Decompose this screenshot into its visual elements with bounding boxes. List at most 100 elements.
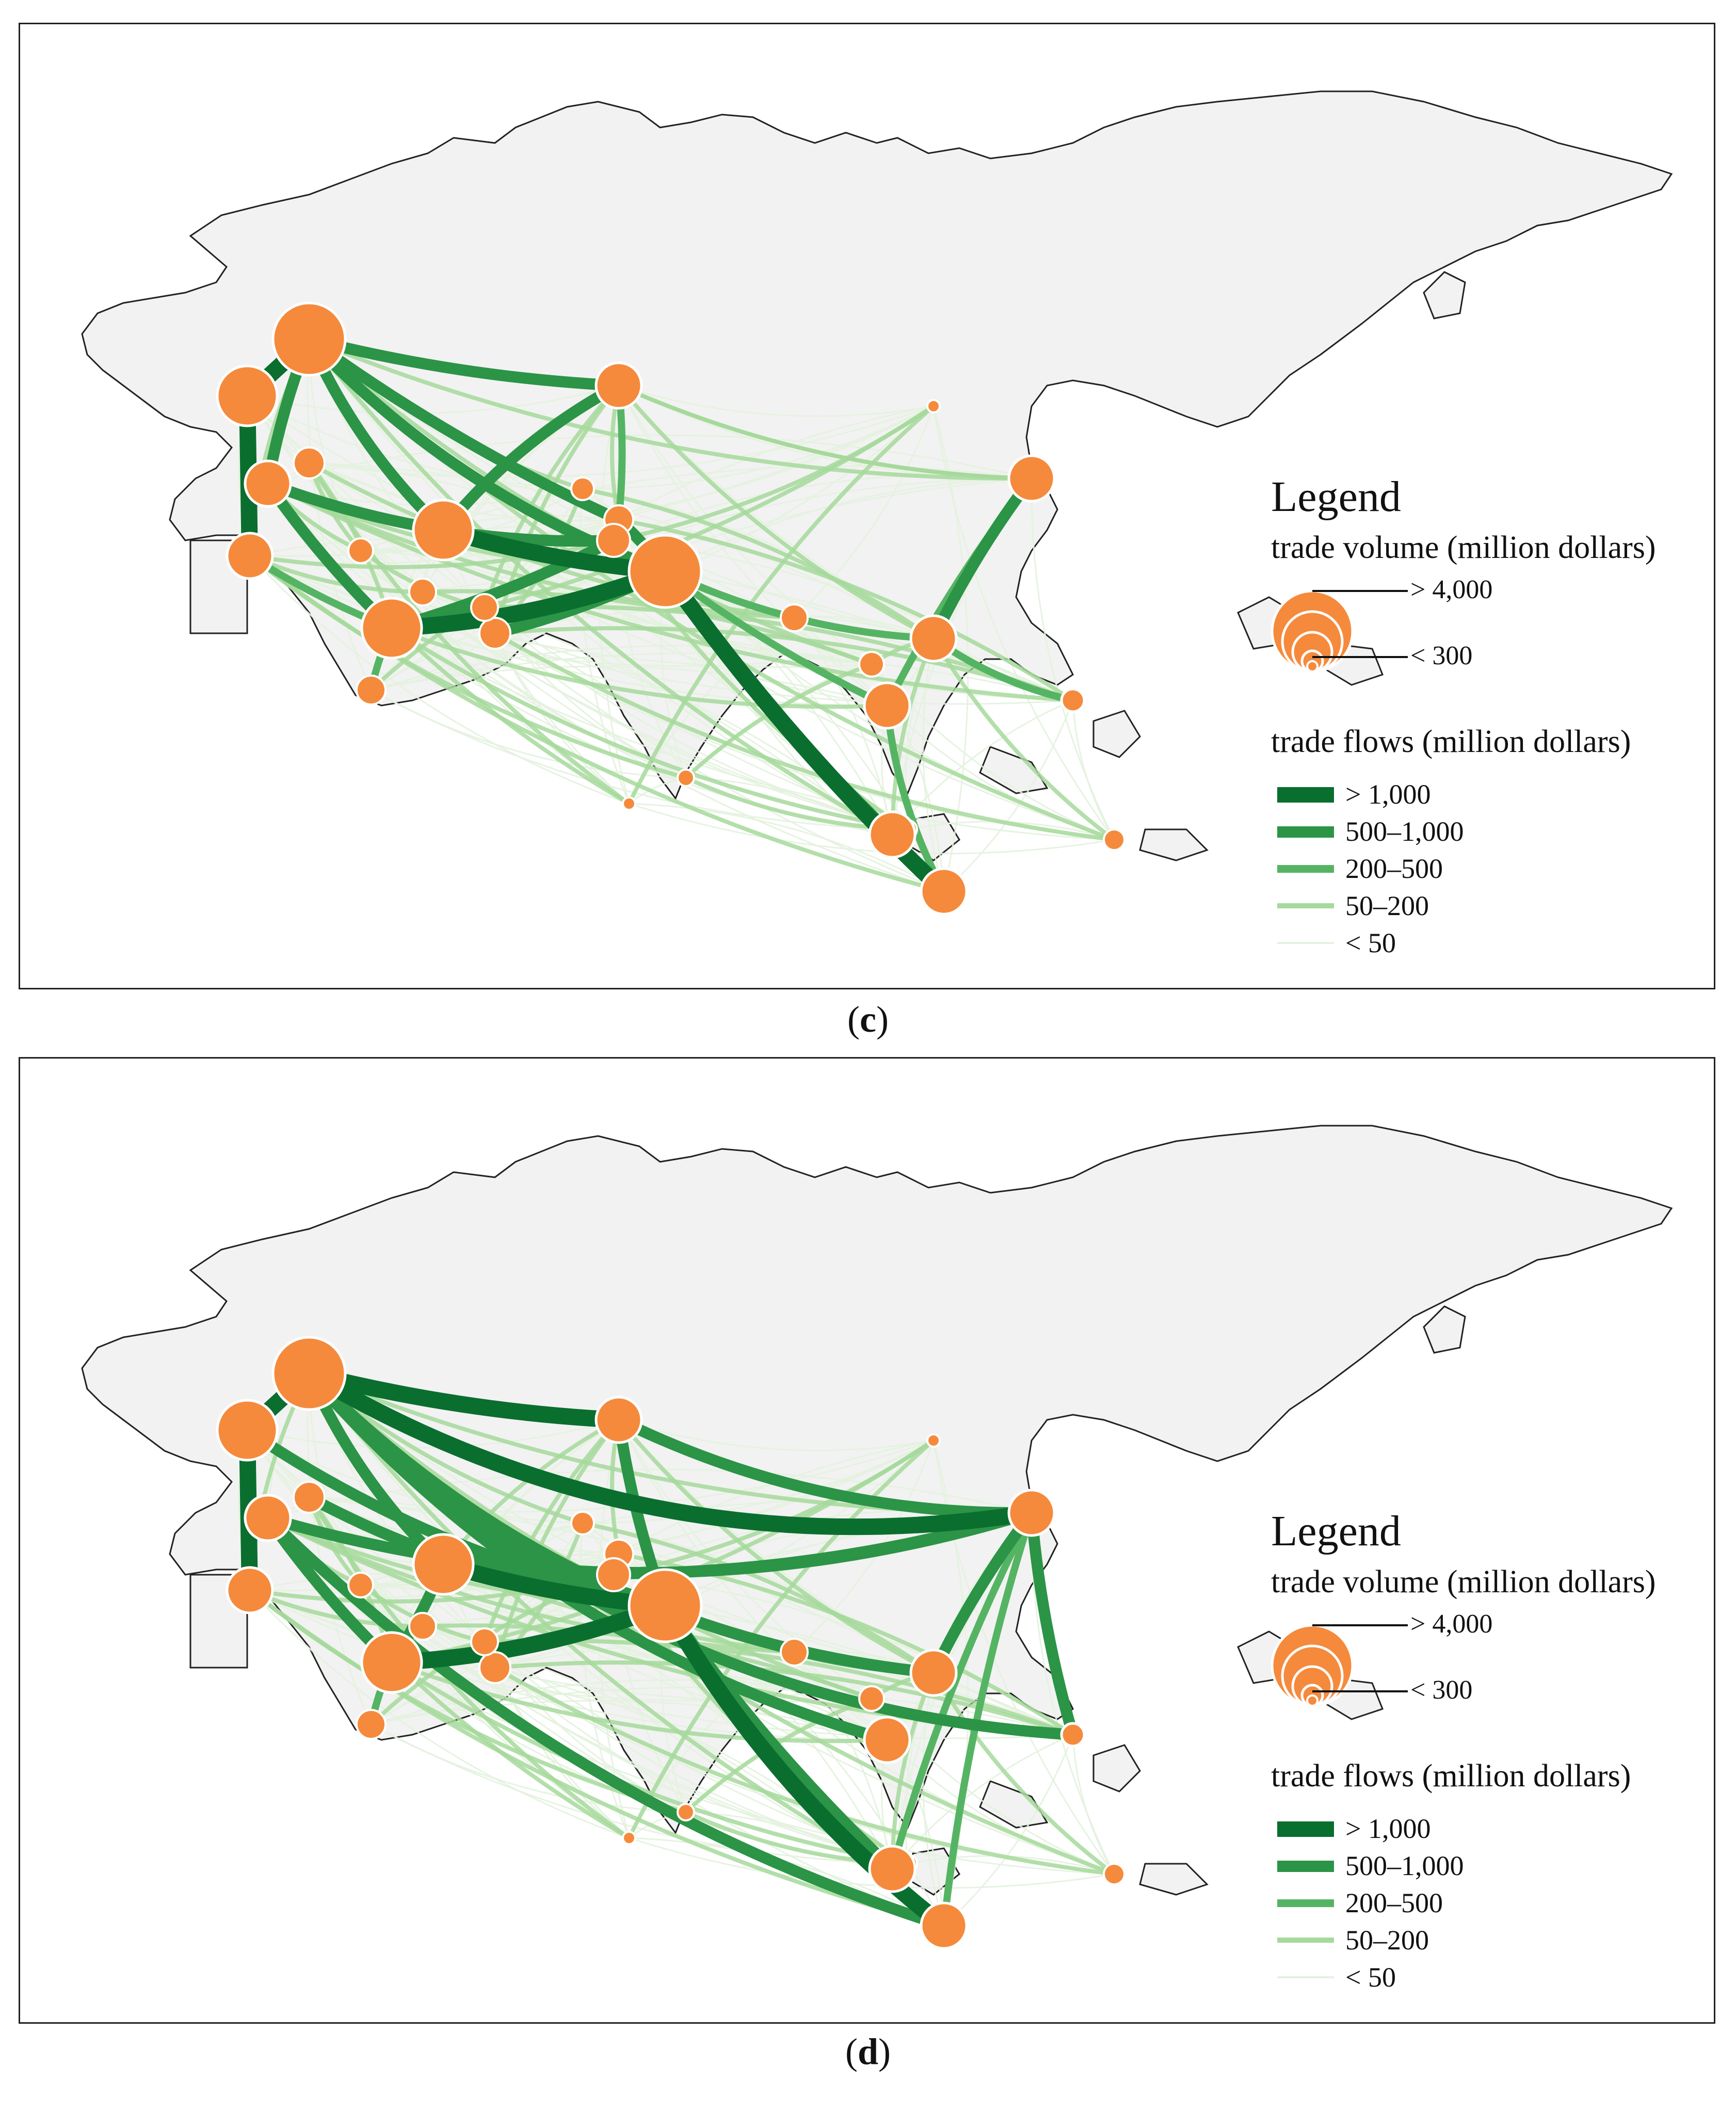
trade-flow-line — [931, 637, 1116, 842]
nested-circles-icon — [1271, 1624, 1408, 1707]
trade-flow-line — [629, 803, 1115, 855]
country-node — [293, 1481, 326, 1514]
country-node — [909, 614, 958, 663]
country-node — [868, 1845, 917, 1893]
trade-flow-line — [665, 477, 1032, 572]
trade-flow-line — [308, 337, 1032, 481]
flow-swatch — [1277, 826, 1334, 838]
country-node — [926, 399, 941, 413]
trade-flow-line — [582, 488, 893, 835]
country-node — [863, 681, 911, 730]
trade-flow-line — [267, 1516, 795, 1654]
trade-network-map — [81, 90, 1673, 916]
trade-flow-line — [307, 339, 372, 691]
country-node — [594, 1396, 643, 1444]
country-node — [622, 1831, 636, 1845]
trade-flow-line — [483, 1418, 620, 1643]
trade-flow-line — [1072, 700, 1115, 840]
flow-class-3: 200–500 — [1271, 850, 1581, 887]
trade-flow-line — [618, 385, 888, 707]
trade-flow-line — [383, 1597, 673, 1671]
country-node — [226, 1566, 274, 1614]
flow-class-label: < 50 — [1345, 927, 1396, 958]
country-node — [780, 1638, 809, 1667]
trade-network-map — [81, 1125, 1673, 1950]
trade-flow-line — [443, 529, 888, 707]
caption-c: (c) — [847, 999, 889, 1040]
trade-flow-line — [883, 702, 947, 895]
flow-swatch — [1277, 1938, 1334, 1943]
trade-flow-line — [582, 1521, 935, 1675]
trade-flow-line — [443, 1563, 888, 1741]
trade-flow-line — [582, 405, 934, 490]
map-panel-d: Legend trade volume (million dollars) > … — [19, 1057, 1715, 2024]
legend: Legend trade volume (million dollars) > … — [1271, 1506, 1705, 2011]
trade-flow-line — [303, 333, 624, 525]
country-node — [478, 617, 511, 650]
trade-flow-line — [494, 631, 1115, 842]
trade-flow-line — [371, 689, 908, 830]
trade-flow-line — [438, 380, 624, 536]
flow-class-2: 500–1,000 — [1271, 1847, 1581, 1884]
legend-title: Legend — [1271, 473, 1401, 521]
trade-flow-line — [891, 1734, 1073, 1869]
flow-class-4: 50–200 — [1271, 1922, 1581, 1959]
trade-flow-line — [617, 384, 935, 641]
island-shape — [1092, 1744, 1141, 1793]
trade-flow-line — [928, 473, 1037, 644]
trade-flow-line — [483, 384, 620, 609]
trade-flow-line — [890, 637, 936, 835]
country-node — [1103, 828, 1126, 851]
flow-class-label: 50–200 — [1345, 890, 1429, 921]
flow-class-5: < 50 — [1271, 924, 1581, 962]
flow-swatch — [1277, 903, 1334, 908]
legend-title: Legend — [1271, 1507, 1401, 1555]
country-node — [594, 361, 643, 410]
country-node — [360, 1631, 423, 1694]
trade-flow-line — [890, 1672, 936, 1869]
country-node — [216, 1399, 279, 1462]
country-node — [356, 1709, 387, 1740]
trade-flow-line — [438, 1507, 1037, 1579]
trade-flow-line — [613, 1414, 1037, 1519]
trade-flow-line — [1026, 1507, 1079, 1740]
trade-flow-line — [629, 1837, 1115, 1889]
country-node — [926, 1433, 941, 1448]
trade-flow-line — [617, 383, 1034, 481]
flow-swatch — [1277, 942, 1334, 944]
map-panel-c: Legend trade volume (million dollars) > … — [19, 23, 1715, 989]
country-node — [677, 769, 695, 787]
trade-flow-line — [442, 1564, 630, 1839]
country-node — [1060, 1722, 1086, 1748]
trade-flow-line — [360, 550, 908, 830]
country-node — [360, 597, 423, 660]
country-node — [356, 675, 387, 706]
trade-flow-line — [1072, 1734, 1115, 1875]
trade-flow-line — [484, 606, 908, 830]
trade-flow-line — [494, 1666, 1115, 1876]
trade-flow-line — [248, 554, 687, 780]
trade-flow-line — [307, 461, 631, 806]
volume-min-label: < 300 — [1410, 1675, 1473, 1705]
trade-flow-line — [307, 338, 893, 837]
country-node — [628, 534, 703, 609]
trade-flow-line — [371, 1667, 495, 1725]
trade-flow-line — [493, 384, 621, 634]
island-shape — [1423, 271, 1466, 319]
flow-class-label: 200–500 — [1345, 1887, 1443, 1918]
nested-circles-icon — [1271, 589, 1408, 673]
trade-flow-line — [922, 638, 945, 892]
caption-letter: c — [860, 999, 876, 1040]
flow-class-label: > 1,000 — [1345, 1813, 1431, 1844]
trade-flow-line — [371, 1723, 908, 1865]
country-node — [478, 1651, 511, 1684]
trade-flow-line — [442, 530, 630, 805]
volume-min-label: < 300 — [1410, 641, 1473, 670]
legend: Legend trade volume (million dollars) > … — [1271, 471, 1705, 977]
volume-size-legend: > 4,000 < 300 — [1271, 574, 1581, 714]
country-node — [596, 1557, 631, 1592]
trade-flow-line — [390, 1660, 908, 1866]
country-node — [244, 459, 292, 508]
country-node — [622, 796, 636, 811]
trade-flow-line — [931, 1671, 1116, 1876]
